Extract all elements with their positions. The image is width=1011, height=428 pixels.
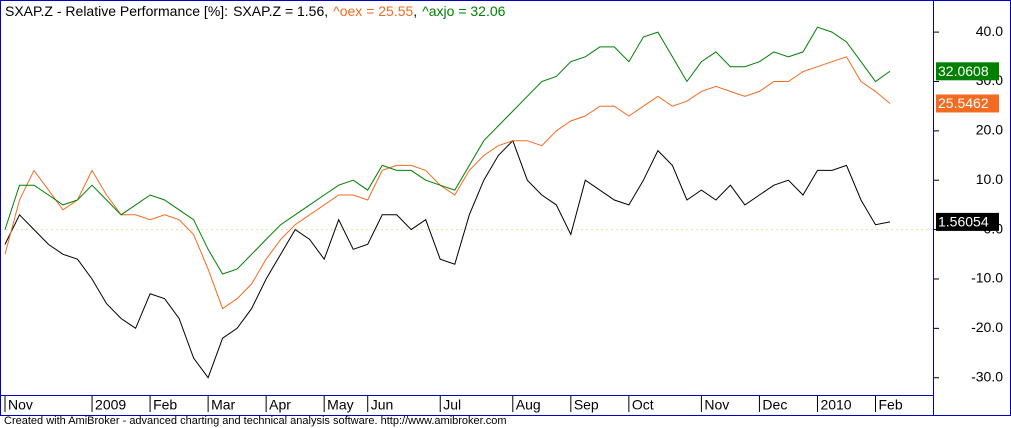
x-axis-frame: [0, 395, 934, 416]
x-tick-label: Mar: [211, 397, 235, 413]
x-tick-label: Jun: [371, 397, 394, 413]
x-tick-label: Sep: [574, 397, 599, 413]
series-line: [4, 26, 891, 275]
series-line: [4, 56, 891, 310]
title-text: SXAP.Z - Relative Performance [%]:: [5, 3, 228, 19]
last-value-box: [936, 94, 999, 113]
last-value-label: 32.0608: [938, 63, 989, 79]
y-tick-label: 40.0: [976, 23, 1003, 39]
legend-entry: SXAP.Z = 1.56: [233, 3, 324, 19]
title-separator: ,: [413, 3, 417, 19]
x-tick-label: Nov: [8, 397, 33, 413]
x-tick-label: Feb: [878, 397, 902, 413]
x-tick-label: 2010: [820, 397, 851, 413]
legend-entry: ^axjo = 32.06: [422, 3, 505, 19]
y-tick-label: 10.0: [976, 171, 1003, 187]
x-tick-label: May: [327, 397, 353, 413]
title-separator: ,: [324, 3, 328, 19]
y-tick-label: 20.0: [976, 122, 1003, 138]
x-tick-label: Jul: [443, 397, 461, 413]
series-line: [4, 139, 891, 379]
chart-title: SXAP.Z - Relative Performance [%]: SXAP.Z…: [5, 3, 506, 19]
x-tick-label: Apr: [269, 397, 291, 413]
footer: Created with AmiBroker - advanced charti…: [4, 415, 507, 427]
x-tick-label: Feb: [153, 397, 177, 413]
y-tick-label: -10.0: [971, 270, 1003, 286]
y-tick-label: -30.0: [971, 368, 1003, 384]
last-value-box: [936, 62, 999, 81]
legend-entry: ^oex = 25.55: [333, 3, 413, 19]
x-tick-label: Dec: [762, 397, 787, 413]
x-tick-label: Nov: [704, 397, 729, 413]
plot-frame: [0, 0, 934, 396]
x-tick-label: 2009: [95, 397, 126, 413]
x-tick-label: Aug: [516, 397, 541, 413]
y-tick-label: -20.0: [971, 319, 1003, 335]
last-value-box: [936, 212, 999, 231]
x-tick-label: Oct: [632, 397, 654, 413]
last-value-label: 1.56054: [938, 214, 989, 230]
last-value-label: 25.5462: [938, 95, 989, 111]
